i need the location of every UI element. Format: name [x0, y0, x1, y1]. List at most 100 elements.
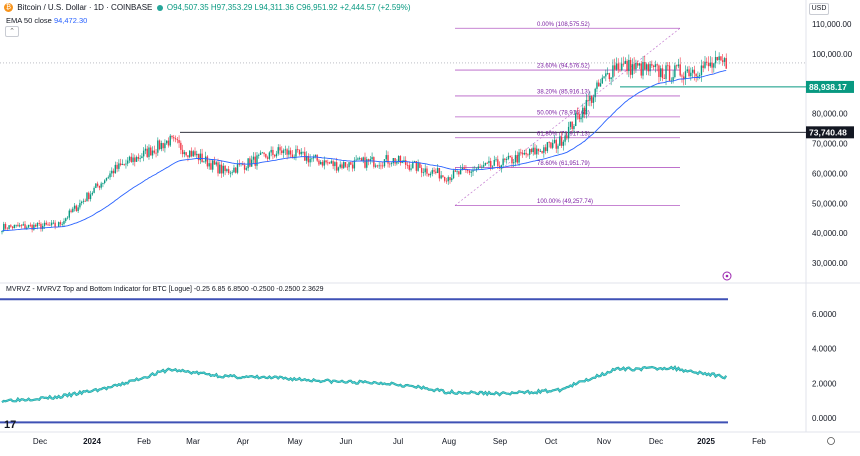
candle-body — [323, 160, 325, 166]
candle-body — [644, 62, 646, 70]
candle-body — [346, 166, 348, 168]
candle-body — [720, 56, 722, 61]
candle-body — [72, 208, 74, 212]
candle-body — [412, 162, 414, 169]
candle-body — [654, 64, 657, 68]
candle-body — [343, 162, 345, 169]
candle-body — [316, 154, 318, 161]
candle-body — [543, 147, 545, 153]
ema-value: 94,472.30 — [53, 16, 88, 25]
tradingview-logo: 17 — [4, 419, 16, 431]
candle-body — [587, 99, 589, 101]
candle-body — [477, 166, 480, 169]
currency-button[interactable]: USD — [809, 3, 829, 15]
time-axis-label: Oct — [545, 437, 558, 446]
candle-body — [590, 95, 593, 103]
candle-body — [385, 155, 387, 160]
current-price-badge — [806, 80, 854, 93]
indicator-legend[interactable]: MVRVZ - MVRVZ Top and Bottom Indicator f… — [6, 286, 324, 293]
indicator-tick-label: 0.0000 — [812, 414, 837, 423]
candle-body — [488, 160, 490, 163]
candle-body — [38, 222, 40, 224]
candle-body — [355, 159, 357, 161]
candle-body — [555, 139, 557, 149]
candle-body — [424, 168, 426, 173]
candle-body — [125, 163, 127, 165]
candle-body — [176, 139, 179, 141]
candle-body — [569, 121, 572, 127]
candle-body — [24, 224, 26, 229]
candle-body — [219, 164, 221, 174]
fib-level-label: 61.80% (71,917.13) — [537, 131, 590, 137]
candle-body — [227, 169, 230, 174]
candle-body — [17, 224, 19, 227]
candle-body — [493, 159, 495, 166]
candle-body — [142, 150, 145, 157]
candle-body — [327, 162, 329, 164]
candle-body — [330, 161, 333, 164]
candle-body — [344, 162, 347, 167]
candle-body — [426, 168, 428, 174]
candle-body — [65, 218, 67, 222]
candle-body — [233, 167, 235, 173]
price-axis-panel — [806, 0, 860, 451]
candle-body — [495, 159, 497, 161]
candle-body — [96, 183, 99, 186]
candle-body — [513, 162, 515, 164]
candle-body — [596, 82, 598, 89]
candle-body — [714, 56, 717, 64]
candle-body — [4, 223, 7, 229]
candle-body — [592, 97, 595, 103]
candle-body — [105, 178, 108, 181]
candle-body — [242, 163, 244, 166]
candle-body — [647, 64, 650, 72]
candle-body — [562, 141, 565, 146]
candle-body — [599, 83, 602, 87]
chevron-up-icon[interactable]: ⌃ — [5, 26, 19, 37]
candle-body — [467, 170, 469, 172]
candle-body — [47, 224, 49, 226]
ema-legend[interactable]: EMA 50 close 94,472.30 — [6, 16, 87, 25]
candle-body — [392, 158, 395, 164]
candle-body — [504, 158, 506, 161]
candle-body — [433, 170, 435, 172]
candle-body — [364, 157, 366, 168]
candle-body — [532, 147, 534, 153]
candle-body — [435, 171, 437, 174]
candle-body — [341, 164, 343, 169]
time-axis-label: Apr — [237, 437, 250, 446]
candle-body — [104, 180, 106, 184]
candle-body — [169, 135, 171, 146]
candle-body — [686, 69, 688, 72]
time-axis-label: 2024 — [83, 437, 101, 446]
candle-body — [550, 142, 552, 148]
candle-body — [351, 164, 354, 169]
candle-body — [374, 165, 377, 167]
mvrvz-line — [1, 365, 728, 404]
candle-body — [514, 155, 517, 163]
time-axis-label: 2025 — [697, 437, 715, 446]
candle-body — [516, 155, 518, 163]
candle-body — [80, 201, 83, 204]
candle-body — [212, 160, 214, 170]
candle-body — [273, 155, 276, 157]
candle-body — [718, 56, 720, 60]
candle-body — [215, 162, 217, 165]
candle-body — [698, 74, 701, 77]
candle-body — [546, 142, 549, 152]
candle-body — [266, 157, 269, 159]
candle-body — [619, 69, 621, 71]
candle-body — [192, 151, 194, 157]
candle-body — [583, 107, 586, 115]
candle-body — [628, 59, 630, 72]
candle-body — [691, 69, 694, 73]
candle-body — [27, 224, 30, 228]
candle-body — [268, 152, 271, 159]
candle-body — [171, 135, 173, 138]
candle-body — [270, 149, 272, 153]
symbol-title[interactable]: Bitcoin / U.S. Dollar · 1D · COINBASE — [17, 3, 153, 12]
candle-body — [688, 69, 690, 77]
candle-body — [580, 117, 582, 120]
